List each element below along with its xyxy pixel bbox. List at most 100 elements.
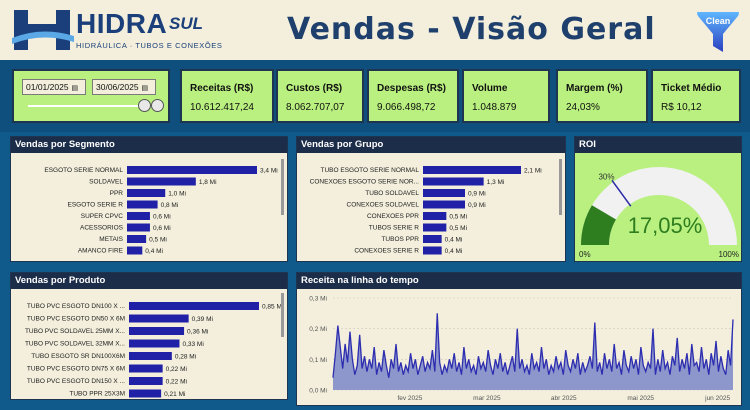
kpi-value: 10.612.417,24 — [190, 102, 254, 113]
panel-title: ROI — [575, 137, 741, 153]
bar-category-label: TUBOS SERIE R — [369, 225, 420, 232]
bar[interactable] — [127, 166, 257, 174]
kpi-custos: Custos (R$) 8.062.707,07 — [276, 69, 364, 123]
bar[interactable] — [129, 302, 259, 310]
bar-category-label: METAIS — [99, 236, 123, 243]
bar-category-label: ESGOTO SERIE R — [67, 202, 123, 209]
bar-data-label: 0,21 Mi — [164, 391, 185, 398]
bar-category-label: TUBO ESGOTO SR DN100X6M — [31, 353, 125, 360]
bar[interactable] — [423, 166, 521, 174]
date-slider-end-handle[interactable] — [151, 99, 164, 112]
date-slider-track[interactable] — [28, 105, 152, 107]
bar[interactable] — [129, 377, 163, 385]
x-tick-label: mar 2025 — [473, 395, 501, 402]
kpi-label: Receitas (R$) — [190, 83, 254, 94]
bar-data-label: 3,4 Mi — [260, 168, 278, 175]
panel-vendas-segmento: Vendas por Segmento ESGOTO SERIE NORMAL 3… — [10, 136, 288, 262]
kpi-receitas: Receitas (R$) 10.612.417,24 — [180, 69, 274, 123]
bar-category-label: TUBO PVC ESGOTO DN100 X ... — [27, 303, 125, 310]
bar-category-label: TUBO ESGOTO SERIE NORMAL — [321, 167, 420, 174]
bar[interactable] — [127, 189, 166, 197]
start-date-value: 01/01/2025 — [26, 82, 69, 92]
kpi-label: Despesas (R$) — [377, 83, 446, 94]
bar[interactable] — [423, 235, 442, 243]
end-date-value: 30/06/2025 — [96, 82, 139, 92]
x-tick-label: jun 2025 — [704, 395, 730, 402]
scrollbar[interactable] — [559, 159, 562, 215]
bar[interactable] — [127, 212, 150, 220]
bar-category-label: TUBO PPR 25X3M — [69, 391, 125, 398]
bar[interactable] — [423, 223, 447, 232]
bar-category-label: TUBO PVC ESGOTO DN75 X 6M — [27, 366, 125, 373]
bar-category-label: ACESSORIOS — [80, 225, 124, 232]
logo-text: HIDRA — [76, 8, 168, 39]
logo-subtitle: HIDRÁULICA · TUBOS E CONEXÕES — [76, 41, 223, 50]
segmento-bar-chart[interactable]: ESGOTO SERIE NORMAL 3,4 Mi SOLDAVEL 1,8 Mi P… — [11, 153, 288, 262]
bar-category-label: CONEXOES SERIE R — [354, 248, 419, 255]
bar-data-label: 0,22 Mi — [166, 366, 187, 373]
bar-data-label: 0,8 Mi — [161, 202, 179, 209]
scrollbar[interactable] — [281, 293, 284, 337]
panel-vendas-produto: Vendas por Produto TUBO PVC ESGOTO DN100… — [10, 272, 288, 400]
x-tick-label: mai 2025 — [627, 395, 654, 402]
bar[interactable] — [129, 364, 163, 373]
bar-data-label: 0,5 Mi — [149, 237, 167, 244]
panel-title: Vendas por Grupo — [297, 137, 565, 153]
kpi-label: Margem (%) — [566, 83, 623, 94]
bar-data-label: 0,9 Mi — [468, 191, 486, 198]
gauge-value: 17,05% — [628, 213, 703, 238]
kpi-margem: Margem (%) 24,03% — [556, 69, 648, 123]
date-slider-start-handle[interactable] — [138, 99, 151, 112]
panel-title: Receita na linha do tempo — [297, 273, 741, 289]
bar-data-label: 0,33 Mi — [182, 341, 203, 348]
bar-data-label: 0,5 Mi — [449, 225, 467, 232]
clean-button[interactable]: Clean — [696, 8, 740, 56]
date-range-filter: 01/01/2025 ▤ 30/06/2025 ▤ — [12, 69, 170, 123]
hidra-logo-icon — [12, 10, 74, 50]
y-tick-label: 0,1 Mi — [309, 357, 327, 364]
grupo-bar-chart[interactable]: TUBO ESGOTO SERIE NORMAL 2,1 Mi CONEXOES E… — [297, 153, 566, 262]
bar-data-label: 1,8 Mi — [199, 179, 217, 186]
y-tick-label: 0,3 Mi — [309, 296, 327, 303]
bar[interactable] — [129, 314, 189, 323]
bar-data-label: 0,39 Mi — [192, 316, 213, 323]
bar[interactable] — [129, 339, 180, 348]
produto-bar-chart[interactable]: TUBO PVC ESGOTO DN100 X ... 0,85 Mi TUBO P… — [11, 289, 288, 400]
scrollbar[interactable] — [281, 159, 284, 215]
bar-category-label: CONEXOES SOLDAVEL — [347, 202, 420, 209]
bar[interactable] — [127, 223, 150, 232]
kpi-ticket-medio: Ticket Médio R$ 10,12 — [651, 69, 741, 123]
bar[interactable] — [129, 352, 172, 360]
series-line[interactable] — [332, 313, 734, 378]
kpi-label: Ticket Médio — [661, 83, 722, 94]
gauge-max-label: 100% — [719, 250, 739, 259]
roi-gauge[interactable]: 30% 17,05% 0% 100% — [575, 153, 742, 262]
bar[interactable] — [423, 212, 447, 220]
receita-area-chart[interactable]: 0,0 Mi 0,1 Mi 0,2 Mi 0,3 Mi fev 2025 mar 2025… — [297, 289, 742, 406]
bar[interactable] — [423, 200, 465, 209]
bar[interactable] — [127, 246, 143, 255]
y-tick-label: 0,2 Mi — [309, 326, 327, 333]
end-date-input[interactable]: 30/06/2025 ▤ — [92, 79, 156, 95]
kpi-label: Custos (R$) — [286, 83, 343, 94]
bar-data-label: 0,4 Mi — [145, 248, 163, 255]
bar-category-label: PPR — [110, 190, 124, 197]
bar[interactable] — [423, 189, 465, 197]
bar-category-label: SUPER CPVC — [81, 213, 124, 220]
bar[interactable] — [129, 327, 185, 335]
bar[interactable] — [127, 200, 158, 209]
start-date-input[interactable]: 01/01/2025 ▤ — [22, 79, 86, 95]
bar-data-label: 0,6 Mi — [153, 225, 171, 232]
bar[interactable] — [129, 389, 162, 398]
calendar-icon: ▤ — [141, 85, 149, 92]
bar-data-label: 0,22 Mi — [166, 379, 187, 386]
bar-category-label: TUBO SOLDAVEL — [365, 190, 419, 197]
bar-data-label: 0,85 Mi — [262, 304, 283, 311]
panel-vendas-grupo: Vendas por Grupo TUBO ESGOTO SERIE NORMA… — [296, 136, 566, 262]
bar[interactable] — [423, 246, 442, 255]
bar[interactable] — [127, 235, 147, 243]
kpi-value: R$ 10,12 — [661, 102, 702, 113]
bar[interactable] — [127, 177, 196, 186]
bar-category-label: TUBO PVC ESGOTO DN50 X 6M — [27, 316, 125, 323]
bar[interactable] — [423, 177, 484, 186]
